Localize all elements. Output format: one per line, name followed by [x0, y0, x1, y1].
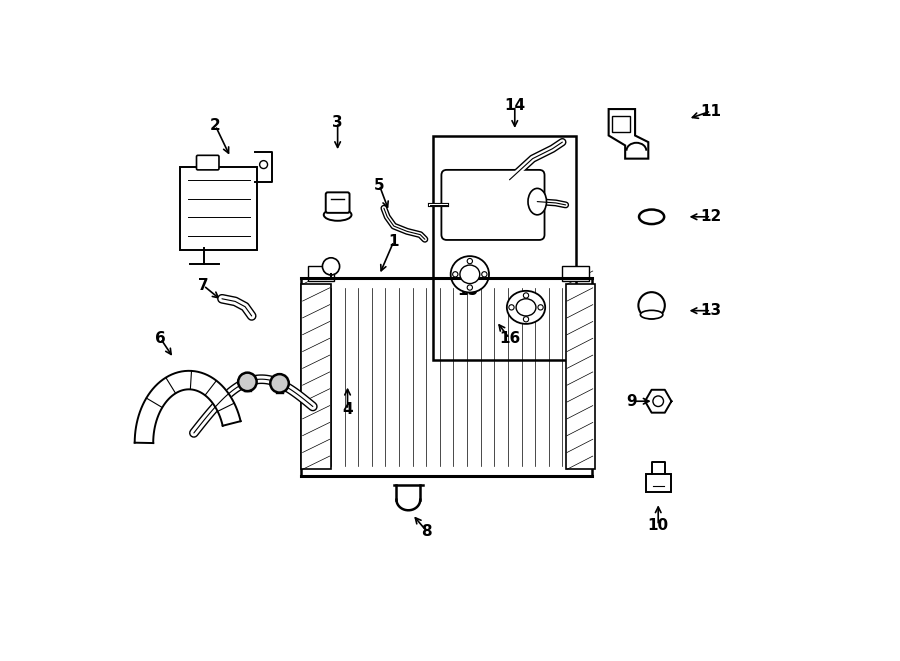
Text: 13: 13: [700, 303, 722, 318]
Circle shape: [270, 374, 289, 393]
Text: 2: 2: [210, 118, 220, 133]
Text: 6: 6: [155, 331, 166, 346]
Bar: [566, 284, 596, 469]
Circle shape: [453, 272, 458, 277]
Circle shape: [638, 292, 665, 319]
Circle shape: [259, 161, 267, 169]
Text: 1: 1: [389, 234, 399, 249]
Circle shape: [508, 305, 514, 310]
Polygon shape: [135, 371, 240, 443]
Ellipse shape: [507, 291, 545, 324]
Circle shape: [482, 272, 487, 277]
Bar: [308, 266, 334, 281]
Text: 9: 9: [626, 394, 637, 408]
Circle shape: [538, 305, 544, 310]
Circle shape: [467, 285, 472, 290]
Text: 14: 14: [504, 98, 526, 113]
FancyBboxPatch shape: [196, 155, 219, 170]
Text: 12: 12: [700, 210, 722, 224]
Bar: [562, 266, 589, 281]
Bar: [302, 278, 592, 476]
Bar: [302, 284, 331, 469]
Circle shape: [524, 293, 528, 298]
Bar: [612, 116, 631, 132]
Polygon shape: [608, 109, 648, 159]
Polygon shape: [645, 390, 671, 412]
Text: 4: 4: [342, 403, 353, 417]
Text: 7: 7: [198, 278, 209, 293]
Ellipse shape: [639, 210, 664, 224]
Ellipse shape: [460, 265, 480, 284]
FancyBboxPatch shape: [441, 170, 544, 240]
Circle shape: [238, 373, 256, 391]
Bar: [434, 136, 576, 360]
Text: 3: 3: [332, 115, 343, 130]
Text: 8: 8: [421, 524, 432, 539]
Circle shape: [524, 317, 528, 322]
Ellipse shape: [451, 256, 489, 293]
Text: 16: 16: [499, 331, 520, 346]
Ellipse shape: [516, 299, 536, 316]
Text: 11: 11: [700, 104, 722, 118]
Circle shape: [652, 396, 663, 407]
Ellipse shape: [528, 188, 546, 215]
Text: 10: 10: [648, 518, 669, 533]
FancyBboxPatch shape: [326, 192, 349, 213]
FancyBboxPatch shape: [180, 167, 257, 250]
Text: 15: 15: [457, 284, 479, 298]
Circle shape: [322, 258, 339, 275]
Circle shape: [467, 258, 472, 264]
Text: 5: 5: [374, 178, 384, 192]
Bar: [645, 474, 670, 492]
Ellipse shape: [641, 310, 662, 319]
Ellipse shape: [324, 209, 352, 221]
